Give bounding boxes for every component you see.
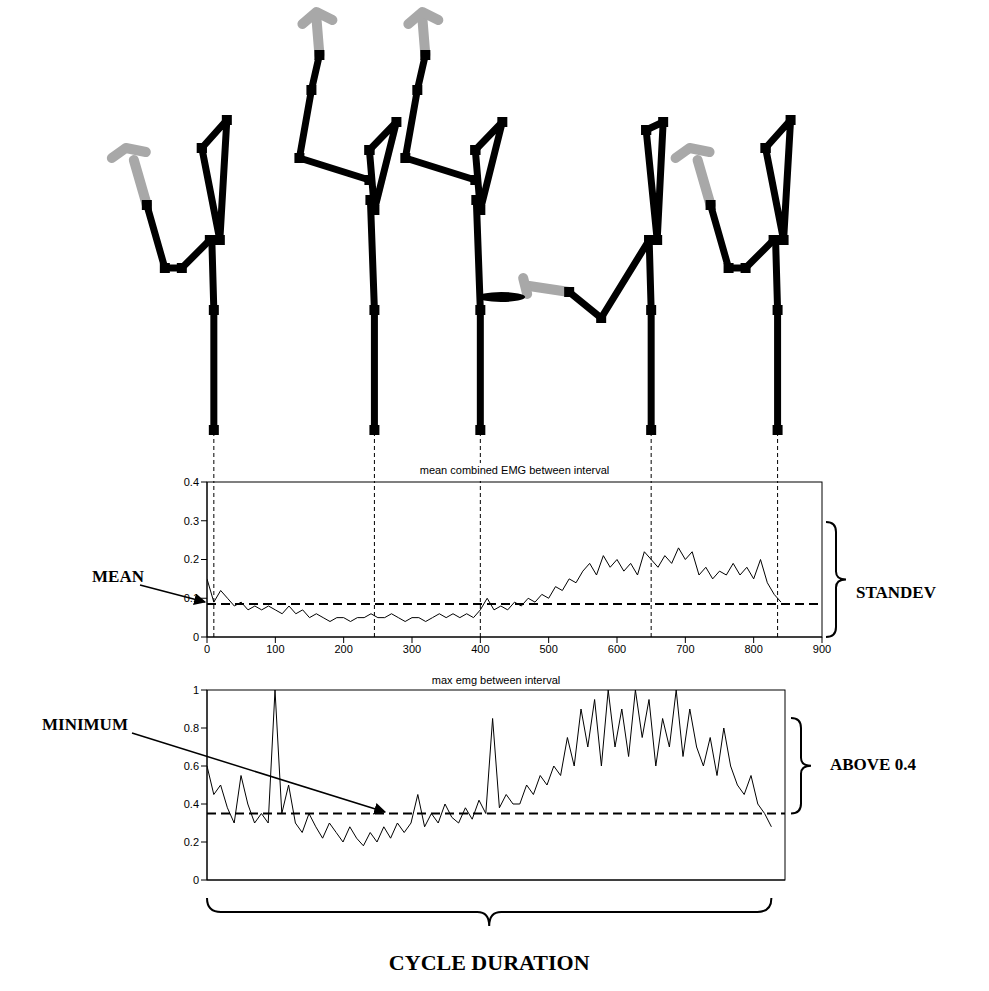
svg-text:700: 700 <box>676 643 694 655</box>
svg-text:0.3: 0.3 <box>184 515 199 527</box>
svg-text:400: 400 <box>471 643 489 655</box>
svg-text:MINIMUM: MINIMUM <box>42 715 128 734</box>
svg-text:300: 300 <box>403 643 421 655</box>
svg-text:1: 1 <box>193 684 199 696</box>
svg-text:0.6: 0.6 <box>184 760 199 772</box>
svg-text:600: 600 <box>608 643 626 655</box>
svg-text:0.2: 0.2 <box>184 836 199 848</box>
svg-text:mean combined EMG between inte: mean combined EMG between interval <box>420 464 610 476</box>
svg-text:200: 200 <box>334 643 352 655</box>
svg-text:0.4: 0.4 <box>184 798 199 810</box>
svg-text:0.1: 0.1 <box>184 592 199 604</box>
svg-text:ABOVE 0.4: ABOVE 0.4 <box>830 755 916 774</box>
svg-text:0.2: 0.2 <box>184 553 199 565</box>
svg-text:STANDEV: STANDEV <box>856 583 937 602</box>
svg-text:0: 0 <box>204 643 210 655</box>
svg-text:CYCLE DURATION: CYCLE DURATION <box>389 950 590 975</box>
svg-text:0.8: 0.8 <box>184 722 199 734</box>
svg-text:800: 800 <box>744 643 762 655</box>
svg-text:MEAN: MEAN <box>92 567 145 586</box>
svg-text:0.4: 0.4 <box>184 476 199 488</box>
svg-text:max emg between interval: max emg between interval <box>432 674 560 686</box>
svg-text:0: 0 <box>193 631 199 643</box>
svg-text:900: 900 <box>813 643 831 655</box>
svg-text:500: 500 <box>539 643 557 655</box>
svg-text:100: 100 <box>266 643 284 655</box>
svg-text:0: 0 <box>193 874 199 886</box>
